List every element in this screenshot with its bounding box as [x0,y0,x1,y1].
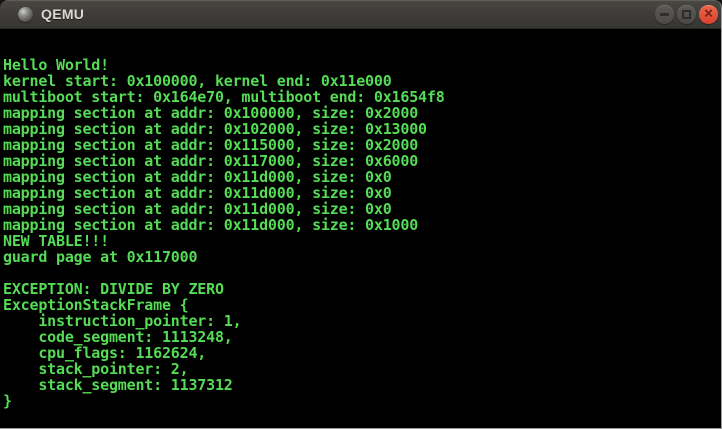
terminal-line: mapping section at addr: 0x100000, size:… [3,104,419,122]
terminal-line: code_segment: 1113248, [3,328,233,346]
maximize-icon [682,9,691,19]
terminal-line: Hello World! [3,56,109,74]
terminal-line: mapping section at addr: 0x11d000, size:… [3,184,392,202]
terminal-line: mapping section at addr: 0x117000, size:… [3,152,419,170]
terminal-screen[interactable]: Hello World! kernel start: 0x100000, kern… [0,29,720,428]
terminal-line: cpu_flags: 1162624, [3,344,207,362]
window-title: QEMU [41,6,85,22]
window-controls: ✕ [655,4,718,24]
qemu-app-icon [18,6,33,22]
terminal-line: mapping section at addr: 0x115000, size:… [3,136,419,154]
terminal-line: ExceptionStackFrame { [3,296,189,314]
terminal-line: NEW TABLE!!! [3,232,109,250]
terminal-line: multiboot start: 0x164e70, multiboot end… [3,88,445,106]
close-icon: ✕ [703,6,714,21]
terminal-line: mapping section at addr: 0x11d000, size:… [3,168,392,186]
close-button[interactable]: ✕ [699,4,718,24]
terminal-line: stack_segment: 1137312 [3,376,233,394]
maximize-button[interactable] [677,4,696,24]
titlebar[interactable]: QEMU ✕ [0,0,721,29]
terminal-line: guard page at 0x117000 [3,248,198,266]
terminal-line: mapping section at addr: 0x102000, size:… [3,120,427,138]
terminal-line: mapping section at addr: 0x11d000, size:… [3,200,392,218]
terminal-line [3,265,720,281]
terminal-line: instruction_pointer: 1, [3,312,242,330]
terminal-line: stack_pointer: 2, [3,360,189,378]
titlebar-highlight [0,0,721,1]
terminal-line: kernel start: 0x100000, kernel end: 0x11… [3,72,392,90]
terminal-line: EXCEPTION: DIVIDE BY ZERO [3,280,224,298]
terminal-line: mapping section at addr: 0x11d000, size:… [3,216,419,234]
minimize-button[interactable] [655,4,674,24]
minimize-icon [660,12,669,16]
terminal-line: } [3,392,12,410]
